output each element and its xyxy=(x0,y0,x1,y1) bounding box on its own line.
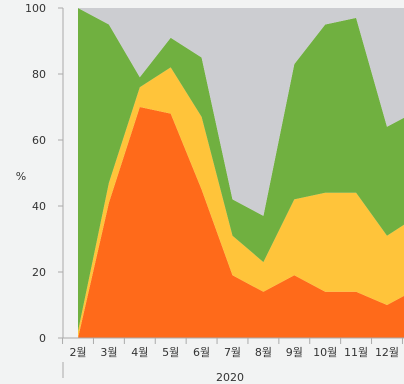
y-tick-label: 20 xyxy=(32,266,46,279)
y-tick-label: 40 xyxy=(32,200,46,213)
x-tick-label: 6월 xyxy=(193,346,210,359)
x-tick-label: 11월 xyxy=(344,346,368,359)
x-tick-label: 8월 xyxy=(255,346,272,359)
area-series-3 xyxy=(78,8,404,332)
x-tick-label: 9월 xyxy=(286,346,303,359)
x-tick-label: 12월 xyxy=(375,346,399,359)
y-tick-label: 80 xyxy=(32,68,46,81)
y-tick-label: 0 xyxy=(39,332,46,345)
area-series-4 xyxy=(78,8,404,216)
area-series-1 xyxy=(78,107,404,338)
y-tick-label: 100 xyxy=(25,2,46,15)
x-tick-label: 4월 xyxy=(131,346,148,359)
x-tick-label: 5월 xyxy=(162,346,179,359)
x-tick-label: 3월 xyxy=(100,346,117,359)
area-series-2 xyxy=(78,67,404,338)
axes-layer: 0 20 40 60 80 100 2월 3월 4월 5월 6월 7월 8월 9월 10월 11월 12월 xyxy=(25,2,404,378)
x-group-label: 2020 xyxy=(216,371,244,384)
y-axis-label: % xyxy=(16,170,26,183)
x-tick-label: 7월 xyxy=(224,346,241,359)
x-tick-label: 10월 xyxy=(313,346,337,359)
y-tick-label: 60 xyxy=(32,134,46,147)
x-tick-label: 2월 xyxy=(69,346,86,359)
area-layer xyxy=(78,8,404,338)
